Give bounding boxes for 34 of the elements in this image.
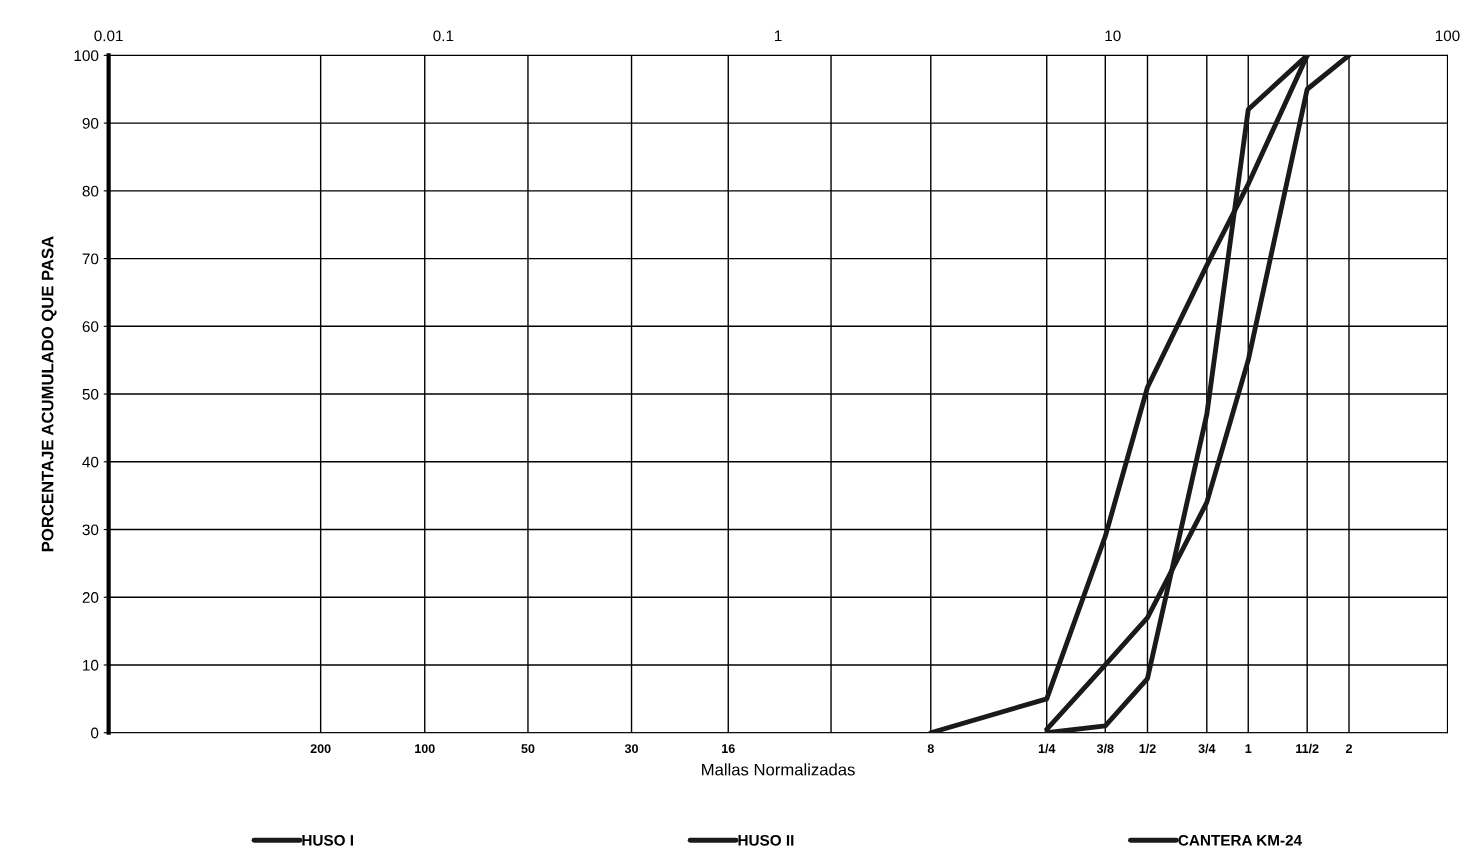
y-tick-label: 100 <box>74 50 99 62</box>
y-axis-title: PORCENTAJE ACUMULADO QUE PASA <box>41 236 57 552</box>
y-tick-label: 0 <box>91 727 99 739</box>
y-tick-label: 40 <box>82 456 99 468</box>
annotation: 1/2 <box>1139 743 1156 754</box>
y-tick-label: 30 <box>82 524 99 536</box>
annotation: 1/4 <box>1038 743 1056 754</box>
annotation: 3/8 <box>1096 743 1114 754</box>
annotation: 100 <box>415 744 435 754</box>
x-tick-label: 100 <box>1435 30 1460 42</box>
x-tick-label: 10 <box>1105 30 1121 42</box>
x-tick-label: 0.1 <box>433 30 454 42</box>
y-tick-label: 90 <box>82 117 99 129</box>
y-tick-label: 20 <box>82 592 99 603</box>
annotation: 11/2 <box>1296 743 1319 754</box>
annotation: 50 <box>521 744 535 754</box>
annotation: 200 <box>310 744 331 754</box>
annotation: 30 <box>624 744 638 754</box>
legend-label: HUSO I <box>302 834 353 846</box>
y-tick-label: 60 <box>82 321 99 332</box>
y-tick-label: 10 <box>83 659 99 671</box>
y-tick-label: 80 <box>82 185 99 197</box>
y-tick-label: 50 <box>82 388 99 400</box>
legend-label: CANTERA KM-24 <box>1178 834 1302 846</box>
annotation: 16 <box>722 744 735 754</box>
annotation: 3/4 <box>1198 743 1216 754</box>
x-tick-label: 1 <box>774 30 782 42</box>
annotation: 1 <box>1245 744 1252 753</box>
annotation: 2 <box>1345 744 1352 753</box>
annotation: 8 <box>927 744 934 754</box>
y-tick-label: 70 <box>82 253 99 265</box>
legend-label: HUSO II <box>738 834 794 846</box>
x-tick-label: 0.01 <box>94 30 123 42</box>
x-axis-title: Mallas Normalizadas <box>702 763 855 776</box>
